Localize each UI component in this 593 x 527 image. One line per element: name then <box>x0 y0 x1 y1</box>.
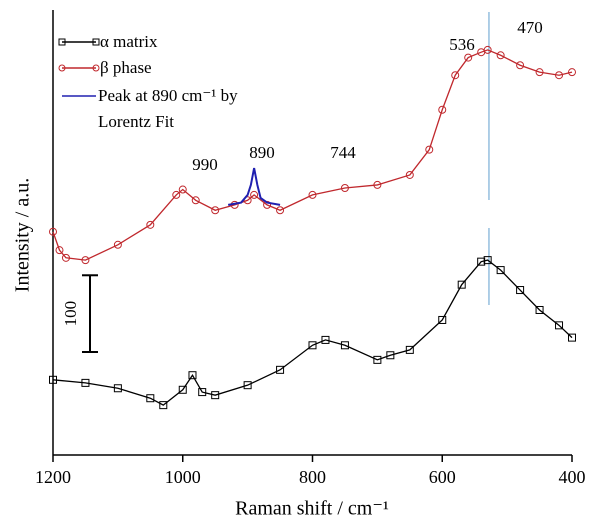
point <box>535 68 544 77</box>
point <box>516 286 525 295</box>
point <box>483 256 492 265</box>
point <box>464 53 473 62</box>
point <box>113 240 122 249</box>
point <box>373 180 382 189</box>
point <box>276 206 285 215</box>
annotation: 890 <box>249 143 275 162</box>
point <box>146 394 155 403</box>
point <box>451 71 460 80</box>
point <box>321 335 330 344</box>
point <box>568 333 576 342</box>
point <box>172 190 181 199</box>
x-tick-label: 1000 <box>165 467 201 487</box>
point <box>211 391 220 400</box>
point <box>405 345 414 354</box>
x-tick-label: 800 <box>299 467 326 487</box>
point <box>159 401 168 410</box>
point <box>386 351 395 360</box>
point <box>243 381 252 390</box>
point <box>178 385 187 394</box>
annotation: 470 <box>517 18 543 37</box>
legend-label: Peak at 890 cm⁻¹ by Lorentz Fit <box>98 86 238 131</box>
point <box>477 257 486 266</box>
point <box>178 185 187 194</box>
annotation: 990 <box>192 155 218 174</box>
point <box>113 384 122 393</box>
point <box>81 378 90 387</box>
point <box>55 246 64 255</box>
point <box>146 220 155 229</box>
point <box>555 321 564 330</box>
point <box>457 280 466 289</box>
series-line <box>227 167 281 206</box>
legend-marker <box>58 38 66 46</box>
y-axis-label: Intensity / a.u. <box>12 178 34 292</box>
point <box>49 375 57 384</box>
point <box>438 105 447 114</box>
legend-marker <box>92 38 100 46</box>
point <box>496 51 505 60</box>
point <box>308 341 317 350</box>
point <box>535 305 544 314</box>
point <box>438 315 447 324</box>
x-tick-label: 600 <box>429 467 456 487</box>
point <box>483 45 492 54</box>
point <box>191 196 200 205</box>
point <box>425 145 434 154</box>
point <box>61 253 70 262</box>
point <box>496 266 505 275</box>
legend-marker <box>92 64 100 72</box>
x-axis-label: Raman shift / cm⁻¹ <box>235 498 389 520</box>
point <box>81 256 90 265</box>
point <box>373 355 382 364</box>
point <box>276 365 285 374</box>
point <box>308 190 317 199</box>
point <box>49 227 57 236</box>
point <box>405 170 414 179</box>
point <box>198 388 207 397</box>
series-line <box>52 259 573 406</box>
point <box>340 341 349 350</box>
point <box>250 190 259 199</box>
point <box>555 71 564 80</box>
x-tick-label: 1200 <box>35 467 71 487</box>
point <box>568 68 576 77</box>
point <box>516 61 525 70</box>
legend-marker <box>58 64 66 72</box>
annotation: 744 <box>330 143 356 162</box>
point <box>211 206 220 215</box>
x-tick-label: 400 <box>559 467 586 487</box>
scale-bar-label: 100 <box>61 301 80 327</box>
legend-label: β phase <box>100 58 152 77</box>
point <box>188 371 197 380</box>
point <box>340 184 349 192</box>
annotation: 536 <box>449 35 475 54</box>
series-line <box>52 49 573 261</box>
legend-label: α matrix <box>100 32 158 51</box>
